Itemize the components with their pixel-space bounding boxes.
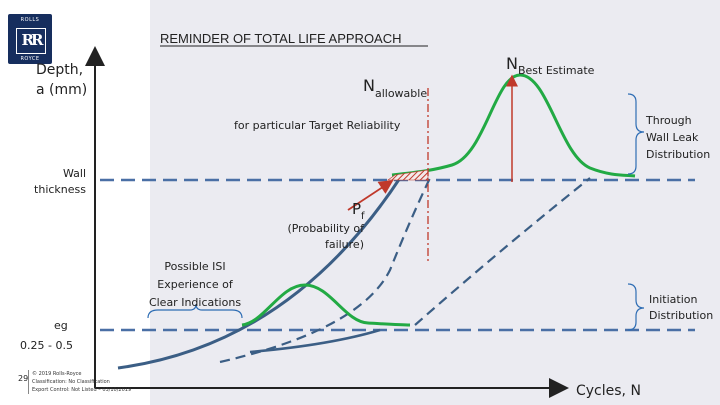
rolls-royce-logo: ROLLS RR ROYCE (8, 14, 52, 64)
slide-title: REMINDER OF TOTAL LIFE APPROACH (160, 31, 402, 46)
crack-growth-curve-fast (117, 177, 402, 370)
isi-label: Possible ISI Experience of Clear Indicat… (148, 260, 242, 309)
footer-notice: © 2019 Rolls-Royce Classification: No Cl… (28, 370, 131, 394)
pf-label: Pf (352, 200, 365, 222)
eg-depth-label: eg 0.25 - 0.5 (20, 319, 73, 352)
wall-thickness-label: Wall thickness (34, 167, 86, 196)
n-best-estimate-label: NBest Estimate (506, 54, 595, 77)
through-wall-brace (627, 93, 645, 175)
pf-description: (Probability of failure) (287, 222, 364, 251)
probability-of-failure-arrow (347, 180, 394, 211)
initiation-brace (627, 283, 645, 331)
initiation-distribution-curve (241, 283, 411, 327)
initiation-distribution-label: Initiation Distribution (649, 293, 714, 322)
page-number: 29 (18, 374, 29, 383)
n-allowable-label: Nallowable (363, 76, 428, 100)
crack-growth-curve-dashed (219, 177, 431, 364)
background-panel (150, 0, 720, 405)
y-axis-label: Depth, a (mm) (36, 62, 88, 98)
x-axis-label: Cycles, N (576, 383, 641, 399)
isi-brace (147, 303, 243, 319)
through-wall-leak-distribution-curve (391, 73, 636, 178)
crack-growth-curve-slow (414, 177, 591, 326)
through-wall-leak-label: Through Wall Leak Distribution (646, 114, 711, 161)
crack-growth-curve-mid (249, 328, 381, 354)
target-reliability-label: for particular Target Reliability (234, 119, 401, 132)
